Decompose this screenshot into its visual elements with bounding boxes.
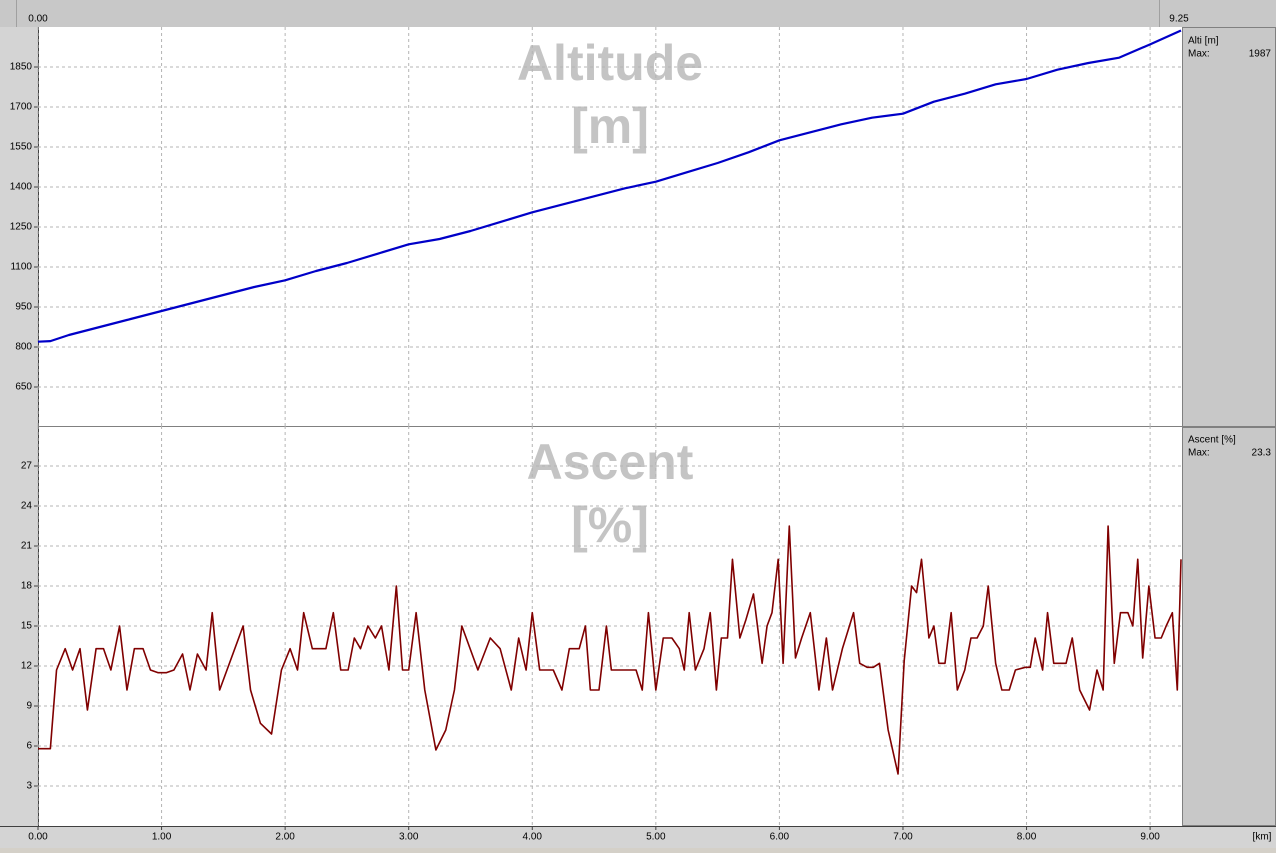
info-panel [1182,27,1276,427]
legend-max-value: 23.3 [1252,448,1272,459]
watermark-title: [m] [571,98,649,154]
y-tick-label: 24 [21,501,33,512]
x-tick-label: 4.00 [523,832,543,843]
y-tick-label: 1250 [10,222,33,233]
info-panel [1182,427,1276,826]
y-tick-label: 800 [15,342,32,353]
range-label: 0.00 [28,14,48,25]
watermark-title: Ascent [527,434,694,490]
range-marker [16,0,17,27]
x-tick-label: 8.00 [1017,832,1037,843]
y-tick-label: 3 [26,781,32,792]
x-tick-label: 5.00 [646,832,666,843]
y-tick-label: 12 [21,661,33,672]
legend-max-value: 1987 [1249,49,1272,60]
y-tick-label: 1550 [10,142,33,153]
y-tick-label: 6 [26,741,32,752]
x-tick-label: 9.00 [1140,832,1160,843]
y-tick-label: 1400 [10,182,33,193]
y-axis-strip [0,27,38,827]
y-tick-label: 21 [21,541,33,552]
y-tick-label: 1700 [10,102,33,113]
x-tick-label: 7.00 [893,832,913,843]
data-line [38,525,1182,775]
x-tick-label: 1.00 [152,832,172,843]
y-tick-label: 1100 [10,262,32,273]
y-tick-label: 15 [21,621,33,632]
x-unit: [km] [1253,832,1272,843]
x-axis-strip [0,826,1276,848]
watermark-title: Altitude [517,35,703,91]
data-line [37,29,1182,343]
x-tick-label: 2.00 [275,832,295,843]
legend-name: Alti [m] [1188,36,1219,47]
range-strip [0,0,1276,27]
y-tick-label: 27 [21,461,33,472]
watermark-title: [%] [571,497,649,553]
range-marker [1159,0,1160,27]
y-tick-label: 950 [15,302,32,313]
legend-max-label: Max: [1188,49,1210,60]
legend-name: Ascent [%] [1188,435,1236,446]
legend-max-label: Max: [1188,448,1210,459]
y-tick-label: 9 [26,701,32,712]
y-tick-label: 650 [15,382,32,393]
x-tick-label: 6.00 [770,832,790,843]
range-label: 9.25 [1169,14,1189,25]
y-tick-label: 1850 [10,62,33,73]
x-tick-label: 3.00 [399,832,419,843]
y-tick-label: 18 [21,581,33,592]
x-tick-label: 0.00 [28,832,48,843]
